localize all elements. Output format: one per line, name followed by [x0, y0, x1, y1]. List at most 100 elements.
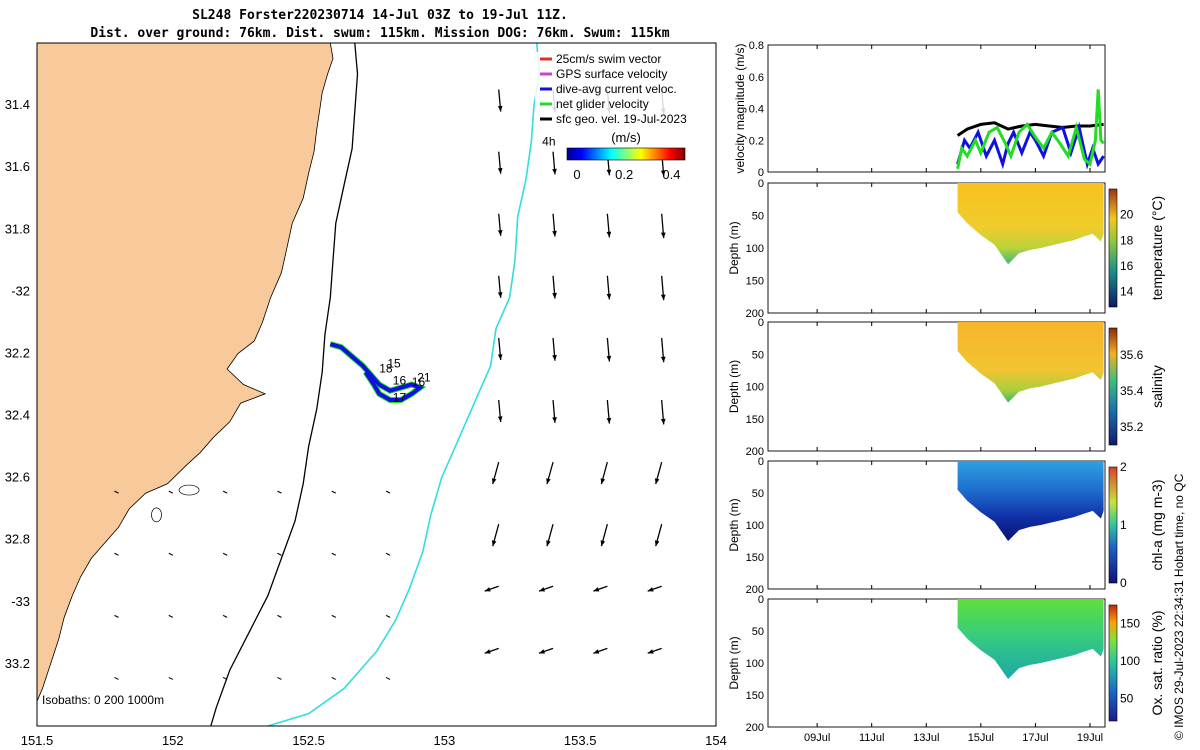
velocity-arrowhead [539, 649, 545, 654]
salinity-colorbar-tick: 35.2 [1120, 420, 1144, 434]
velocity-arrowhead [654, 478, 660, 485]
velocity-arrow [385, 552, 391, 556]
velocity-arrowhead [606, 231, 612, 238]
oxygen-colorbar [1108, 604, 1118, 722]
speed-colorbar-label: (m/s) [611, 130, 641, 145]
velocity-arrowhead [606, 355, 612, 362]
oxygen-y-tick-label: 200 [746, 722, 764, 734]
track-time-label: 16 [412, 375, 426, 389]
velocity-arrowhead [660, 232, 666, 239]
time-x-tick-label: 09Jul [804, 732, 830, 744]
track-time-label: 18 [379, 362, 393, 376]
legend-entry: sfc geo. vel. 19-Jul-2023 [556, 112, 687, 126]
temperature-y-tick-label: 200 [746, 308, 764, 320]
temperature-colorbar-label: temperature (°C) [1149, 196, 1165, 300]
chl-a-y-tick-label: 150 [746, 552, 764, 564]
velocity-arrow [331, 552, 337, 556]
oxygen-y-tick-label: 150 [746, 690, 764, 702]
velocity-series-line [956, 121, 1105, 170]
chl-a-section-fill [957, 461, 1104, 541]
velocity-arrow [168, 614, 174, 618]
speed-colorbar-tick: 0 [573, 167, 580, 182]
track-time-label: 16 [393, 374, 407, 388]
velocity-arrow [222, 676, 228, 680]
velocity-arrowhead [552, 292, 557, 299]
velocity-arrowhead [497, 292, 503, 298]
velocity-arrow [385, 676, 391, 680]
velocity-arrow [277, 552, 282, 556]
oxygen-colorbar-label: Ox. sat. ratio (%) [1149, 610, 1165, 715]
velocity-arrowhead [484, 649, 491, 654]
time-x-tick-label: 13Jul [913, 732, 939, 744]
chl-a-colorbar-tick: 2 [1120, 460, 1127, 474]
velocity-arrow [277, 676, 282, 680]
temperature-y-tick-label: 0 [758, 178, 764, 190]
map-y-tick-label: 32.8 [5, 532, 30, 547]
map-y-tick-label: 32.4 [5, 408, 30, 423]
legend-entry: 25cm/s swim vector [556, 52, 661, 66]
velocity-arrowhead [660, 294, 666, 301]
velocity-arrow [222, 490, 228, 494]
time-x-tick-label: 15Jul [968, 732, 994, 744]
velocity-arrow [114, 552, 119, 556]
velocity-arrowhead [606, 417, 612, 424]
oxygen-colorbar-tick: 50 [1120, 692, 1134, 706]
velocity-arrowhead [539, 587, 545, 592]
map-y-tick-label: 31.6 [5, 159, 30, 174]
velocity-arrow [385, 614, 391, 618]
salinity-colorbar-label: salinity [1149, 365, 1165, 408]
temperature-y-axis-label: Depth (m) [727, 221, 741, 274]
salinity-y-tick-label: 100 [746, 382, 764, 394]
velocity-arrowhead [497, 105, 503, 112]
temperature-panel-frame [767, 182, 1106, 314]
temperature-section-fill [957, 183, 1104, 265]
velocity-arrowhead [491, 540, 497, 547]
speed-colorbar-tick: 0.2 [615, 167, 633, 182]
velocity-arrowhead [546, 540, 551, 547]
velocity-arrowhead [497, 167, 503, 174]
salinity-colorbar-tick: 35.4 [1120, 384, 1144, 398]
map-frame [36, 42, 717, 727]
map-y-tick-label: -33 [11, 594, 30, 609]
chl-a-colorbar-label: chl-a (mg m-3) [1149, 479, 1165, 570]
chl-a-y-tick-label: 50 [752, 488, 764, 500]
velocity-arrow [114, 676, 119, 680]
time-x-tick-label: 17Jul [1022, 732, 1048, 744]
salinity-colorbar-tick: 35.6 [1120, 348, 1144, 362]
legend-entry: dive-avg current veloc. [556, 82, 677, 96]
velocity-arrow [168, 676, 174, 680]
velocity-arrowhead [600, 478, 606, 485]
map-x-tick-label: 151.5 [21, 733, 54, 748]
legend-entry: GPS surface velocity [556, 67, 667, 81]
salinity-y-tick-label: 150 [746, 414, 764, 426]
velocity-arrowhead [606, 169, 612, 176]
velocity-arrow [222, 614, 228, 618]
legend-box [535, 52, 705, 132]
velocity-arrow [114, 490, 119, 494]
velocity-arrow [114, 614, 119, 618]
velocity-arrow [277, 490, 282, 494]
chl-a-y-axis-label: Depth (m) [727, 498, 741, 551]
chart-title-line2: Dist. over ground: 76km. Dist. swum: 115… [90, 26, 670, 41]
chl-a-colorbar [1108, 466, 1118, 584]
temperature-y-tick-label: 100 [746, 243, 764, 255]
map-x-tick-label: 152 [162, 733, 184, 748]
temperature-colorbar [1108, 188, 1118, 308]
salinity-y-tick-label: 50 [752, 349, 764, 361]
chl-a-y-tick-label: 100 [746, 520, 764, 532]
velocity-arrow [168, 490, 174, 494]
velocity-y-tick-label: 0.8 [749, 40, 764, 52]
salinity-y-tick-label: 200 [746, 446, 764, 458]
velocity-y-tick-label: 0.2 [749, 135, 764, 147]
velocity-series-line [956, 89, 1105, 170]
map-y-tick-label: 32.6 [5, 470, 30, 485]
velocity-y-axis-label: velocity magnitude (m/s) [733, 43, 747, 173]
velocity-arrowhead [660, 356, 666, 363]
chl-a-y-tick-label: 200 [746, 584, 764, 596]
map-y-tick-label: 31.8 [5, 221, 30, 236]
isobath-200m [210, 42, 359, 727]
track-time-label: 21 [417, 370, 431, 384]
temperature-y-tick-label: 50 [752, 211, 764, 223]
map-x-tick-label: 153.5 [564, 733, 597, 748]
